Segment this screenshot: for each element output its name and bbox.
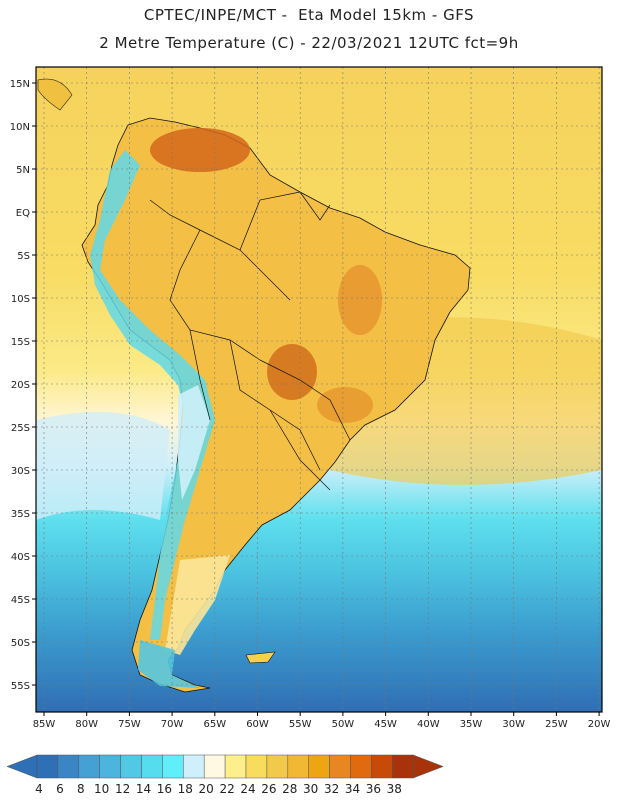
colorbar-swatch xyxy=(162,754,184,779)
falkland-islands xyxy=(245,651,276,664)
colorbar-swatch xyxy=(183,754,205,779)
lon-label: 25W xyxy=(545,719,568,730)
lat-label: 55S xyxy=(11,681,30,692)
lat-label: 5S xyxy=(17,251,30,262)
hot-region-pantanal xyxy=(267,344,317,400)
lat-label: 40S xyxy=(11,552,30,563)
colorbar-swatch xyxy=(245,754,268,779)
map-frame xyxy=(35,66,603,713)
colorbar-label: 6 xyxy=(56,782,64,796)
map-subtitle: 2 Metre Temperature (C) - 22/03/2021 12U… xyxy=(99,34,519,52)
colorbar-swatch xyxy=(57,754,80,779)
lon-label: 70W xyxy=(161,719,184,730)
tierra-del-fuego-cold xyxy=(138,640,200,688)
colorbar-swatch xyxy=(99,754,121,779)
colorbar-label: 38 xyxy=(387,782,402,796)
lat-label: 10S xyxy=(11,294,30,305)
colorbar-swatch xyxy=(120,754,142,779)
colorbar-label: 18 xyxy=(178,782,193,796)
lat-label: 50S xyxy=(11,638,30,649)
map-gridlines xyxy=(36,67,602,712)
lon-label: 65W xyxy=(203,719,226,730)
central-america-landmass xyxy=(37,78,73,111)
map-title: CPTEC/INPE/MCT - Eta Model 15km - GFS xyxy=(143,6,475,24)
colorbar-label: 28 xyxy=(282,782,297,796)
colorbar-label: 20 xyxy=(199,782,214,796)
colorbar-label: 36 xyxy=(366,782,381,796)
colorbar-label: 12 xyxy=(115,782,130,796)
colorbar-low-arrow xyxy=(6,754,38,779)
country-borders xyxy=(149,191,351,491)
lon-label: 20W xyxy=(588,719,611,730)
colorbar-swatch xyxy=(224,754,247,779)
colorbar-swatch xyxy=(371,754,393,779)
colorbar-swatch xyxy=(350,754,372,779)
colorbar-label: 16 xyxy=(157,782,172,796)
colorbar-label: 4 xyxy=(35,782,43,796)
hot-region-venezuela xyxy=(150,128,250,172)
lat-label: 30S xyxy=(11,466,30,477)
colorbar-label: 14 xyxy=(136,782,151,796)
lat-label: 15N xyxy=(10,79,30,90)
lon-label: 75W xyxy=(118,719,141,730)
colorbar-label: 8 xyxy=(77,782,85,796)
colorbar-label: 26 xyxy=(261,782,276,796)
warm-region-central-brazil xyxy=(338,265,382,335)
colorbar-swatch xyxy=(392,754,414,779)
patagonia-cool-region xyxy=(165,555,230,655)
latitude-labels: 15N 10N 5N EQ 5S 10S 15S 20S 25S 30S 35S 40S 45S 50S 5… xyxy=(10,79,36,692)
colorbar-label: 24 xyxy=(240,782,255,796)
lon-label: 60W xyxy=(246,719,269,730)
lat-label: 5N xyxy=(16,165,30,176)
lat-label: 15S xyxy=(11,337,30,348)
lat-label: 10N xyxy=(10,122,30,133)
warm-region-sao-paulo xyxy=(317,387,373,423)
longitude-labels: 85W 80W 75W 70W 65W 60W 55W 50W 45W 40W 35W 30W 25W 2… xyxy=(33,712,611,730)
lon-label: 50W xyxy=(332,719,355,730)
colorbar-label: 34 xyxy=(345,782,360,796)
lon-label: 85W xyxy=(33,719,56,730)
lon-label: 35W xyxy=(460,719,483,730)
colorbar-high-arrow xyxy=(412,754,444,779)
lat-label: 20S xyxy=(11,380,30,391)
andes-snow-peaks xyxy=(178,385,210,500)
colorbar-label: 22 xyxy=(219,782,234,796)
colorbar-swatch xyxy=(329,754,351,779)
lon-label: 55W xyxy=(289,719,312,730)
colorbar-swatch xyxy=(78,754,100,779)
lat-label: 45S xyxy=(11,595,30,606)
lat-label: 35S xyxy=(11,509,30,520)
color-legend: 4 6 8 10 12 14 16 18 20 22 24 26 28 30 32 34 36 38 xyxy=(6,754,444,796)
colorbar-swatch xyxy=(36,754,59,779)
colorbar-label: 32 xyxy=(324,782,339,796)
lat-label: 25S xyxy=(11,423,30,434)
colorbar-swatch xyxy=(141,754,163,779)
lon-label: 45W xyxy=(374,719,397,730)
andes-cold-belt xyxy=(90,150,215,640)
colorbar-swatch xyxy=(266,754,289,779)
colorbar-label: 30 xyxy=(303,782,318,796)
colorbar-label: 10 xyxy=(94,782,109,796)
colorbar-swatch xyxy=(203,754,226,779)
lon-label: 30W xyxy=(502,719,525,730)
lat-label: EQ xyxy=(16,208,30,219)
lon-label: 80W xyxy=(75,719,98,730)
pacific-cool-band xyxy=(36,412,170,520)
map-field xyxy=(36,67,602,712)
colorbar-swatch xyxy=(308,754,330,779)
lon-label: 40W xyxy=(417,719,440,730)
colorbar-swatch xyxy=(287,754,309,779)
